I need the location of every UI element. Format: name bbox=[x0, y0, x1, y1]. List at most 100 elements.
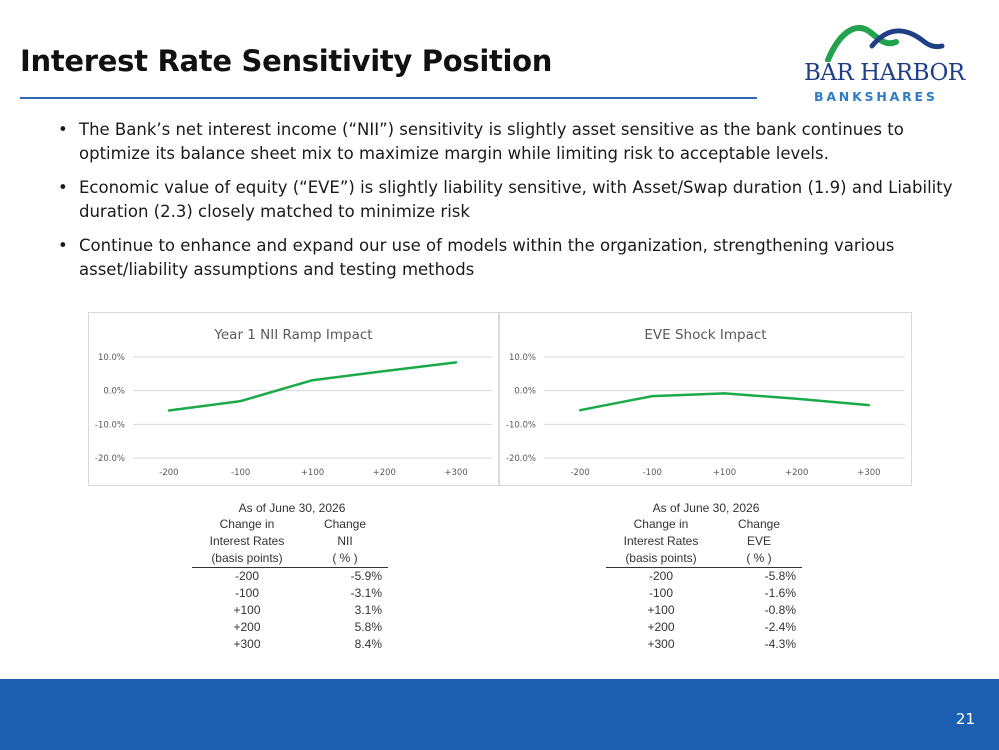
bullet-item: • The Bank’s net interest income (“NII”) … bbox=[58, 118, 958, 166]
header-line: Interest Rates bbox=[209, 534, 285, 548]
y-tick-label: 0.0% bbox=[103, 387, 125, 397]
rate-cell: +300 bbox=[233, 637, 261, 651]
rate-cell: -200 bbox=[648, 569, 674, 583]
value-cell: -0.8% bbox=[764, 603, 796, 617]
value-cell: 3.1% bbox=[354, 603, 382, 617]
x-tick-label: +200 bbox=[373, 468, 396, 478]
data-point bbox=[723, 392, 726, 395]
table-row: +200 -2.4% bbox=[606, 619, 806, 636]
header-line: Change bbox=[323, 517, 367, 531]
y-tick-label: 10.0% bbox=[509, 353, 536, 363]
series-line bbox=[168, 361, 457, 412]
data-point bbox=[867, 403, 871, 407]
rate-cell: -100 bbox=[234, 586, 260, 600]
data-point bbox=[795, 397, 798, 400]
header-line: Change in bbox=[633, 517, 689, 531]
header-line: Change in bbox=[219, 517, 275, 531]
logo-mountain-icon bbox=[825, 24, 945, 62]
rate-cell: -200 bbox=[234, 569, 260, 583]
table-row: -200 -5.8% bbox=[606, 568, 806, 585]
x-tick-label: -200 bbox=[159, 468, 178, 478]
value-cell: -2.4% bbox=[764, 620, 796, 634]
chart-title: Year 1 NII Ramp Impact bbox=[213, 327, 372, 343]
header-line: ( % ) bbox=[716, 550, 802, 568]
eve-shock-chart-svg: EVE Shock Impact 10.0% 0.0% -10.0% -20.0% -20… bbox=[506, 327, 905, 478]
col-header-change-nii: Change NII bbox=[302, 516, 388, 550]
bullet-text: Economic value of equity (“EVE”) is slig… bbox=[79, 178, 953, 221]
logo-text-bankshares: BANKSHARES bbox=[814, 89, 938, 104]
bullet-text: The Bank’s net interest income (“NII”) s… bbox=[79, 120, 904, 163]
bullet-text: Continue to enhance and expand our use o… bbox=[79, 236, 895, 279]
eve-table: As of June 30, 2026 Change in Interest R… bbox=[606, 500, 806, 653]
header-line: (basis points) bbox=[192, 550, 302, 568]
value-cell: -3.1% bbox=[350, 586, 382, 600]
header-line: Change bbox=[737, 517, 781, 531]
header-line: (basis points) bbox=[606, 550, 716, 568]
rate-cell: -100 bbox=[648, 586, 674, 600]
company-logo: BAR HARBOR BANKSHARES bbox=[796, 16, 966, 104]
bullet-item: • Economic value of equity (“EVE”) is sli… bbox=[58, 176, 958, 224]
x-tick-label: +100 bbox=[301, 468, 324, 478]
data-point bbox=[578, 408, 582, 412]
x-tick-label: +200 bbox=[785, 468, 808, 478]
bullet-icon: • bbox=[58, 178, 68, 197]
table-row: +300 8.4% bbox=[192, 636, 392, 653]
x-tick-label: -100 bbox=[231, 468, 250, 478]
header-line: NII bbox=[337, 534, 353, 548]
value-cell: -5.8% bbox=[764, 569, 796, 583]
data-point bbox=[311, 379, 314, 382]
x-tick-label: -200 bbox=[570, 468, 589, 478]
table-row: -100 -1.6% bbox=[606, 585, 806, 602]
y-tick-label: 0.0% bbox=[514, 387, 536, 397]
eve-shock-chart: EVE Shock Impact 10.0% 0.0% -10.0% -20.0% -20… bbox=[499, 312, 912, 486]
col-header-rate-change: Change in Interest Rates bbox=[192, 516, 302, 550]
x-tick-label: +300 bbox=[444, 468, 467, 478]
nii-ramp-chart-svg: Year 1 NII Ramp Impact 10.0% 0.0% -10.0% -20… bbox=[95, 327, 492, 478]
x-tick-label: -100 bbox=[643, 468, 662, 478]
value-cell: 5.8% bbox=[354, 620, 382, 634]
logo-text-bar-harbor: BAR HARBOR bbox=[804, 60, 965, 86]
table-row: +100 -0.8% bbox=[606, 602, 806, 619]
y-tick-label: -10.0% bbox=[95, 420, 125, 430]
bullet-icon: • bbox=[58, 236, 68, 255]
value-cell: -1.6% bbox=[764, 586, 796, 600]
page-number: 21 bbox=[955, 710, 975, 728]
rate-cell: +300 bbox=[647, 637, 675, 651]
y-tick-label: -20.0% bbox=[95, 454, 125, 464]
x-tick-label: +100 bbox=[713, 468, 736, 478]
page-title: Interest Rate Sensitivity Position bbox=[20, 44, 553, 78]
rate-cell: +200 bbox=[647, 620, 675, 634]
chart-title: EVE Shock Impact bbox=[644, 327, 766, 343]
value-cell: -4.3% bbox=[764, 637, 796, 651]
nii-ramp-chart: Year 1 NII Ramp Impact 10.0% 0.0% -10.0% -20… bbox=[88, 312, 499, 486]
nii-table: As of June 30, 2026 Change in Interest R… bbox=[192, 500, 392, 653]
table-row: -100 -3.1% bbox=[192, 585, 392, 602]
data-point bbox=[167, 409, 171, 412]
series-line bbox=[579, 392, 870, 412]
table-row: +300 -4.3% bbox=[606, 636, 806, 653]
bullet-item: • Continue to enhance and expand our use … bbox=[58, 234, 958, 282]
rate-cell: +100 bbox=[233, 603, 261, 617]
table-row: +200 5.8% bbox=[192, 619, 392, 636]
data-point bbox=[651, 394, 654, 398]
data-point bbox=[454, 361, 458, 364]
header-line: EVE bbox=[746, 534, 771, 548]
x-tick-label: +300 bbox=[857, 468, 880, 478]
value-cell: -5.9% bbox=[350, 569, 382, 583]
y-tick-label: -20.0% bbox=[506, 454, 536, 464]
col-header-change-eve: Change EVE bbox=[716, 516, 802, 550]
rate-cell: +100 bbox=[647, 603, 675, 617]
title-underline bbox=[20, 97, 757, 99]
table-row: +100 3.1% bbox=[192, 602, 392, 619]
value-cell: 8.4% bbox=[354, 637, 382, 651]
bullet-icon: • bbox=[58, 120, 68, 139]
y-tick-label: 10.0% bbox=[98, 353, 125, 363]
header-line: ( % ) bbox=[302, 550, 388, 568]
data-point bbox=[239, 399, 242, 403]
table-as-of: As of June 30, 2026 bbox=[652, 501, 760, 515]
table-as-of: As of June 30, 2026 bbox=[238, 501, 346, 515]
header-line: Interest Rates bbox=[623, 534, 699, 548]
y-tick-label: -10.0% bbox=[506, 420, 536, 430]
rate-cell: +200 bbox=[233, 620, 261, 634]
footer-bar: 21 bbox=[0, 679, 999, 750]
